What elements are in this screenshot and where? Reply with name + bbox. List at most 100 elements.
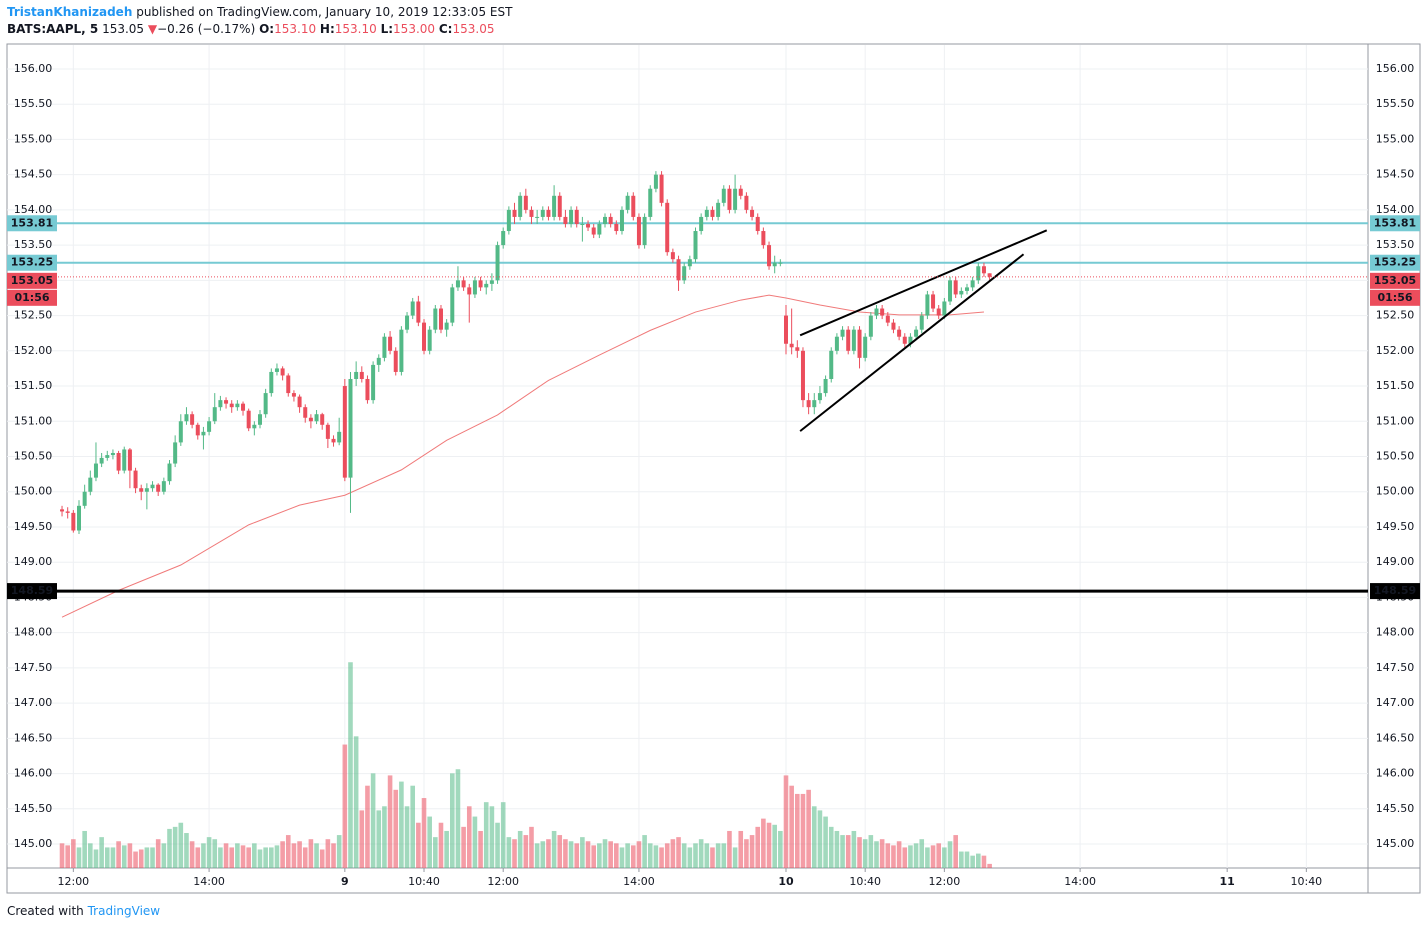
- candle-body: [710, 209, 715, 217]
- volume-bar: [879, 839, 885, 868]
- candle-body: [676, 259, 681, 281]
- volume-bar: [845, 835, 851, 868]
- candle-body: [359, 371, 364, 379]
- y-tick-label: 149.00: [1376, 555, 1415, 568]
- volume-bar: [393, 789, 399, 868]
- candle-body: [484, 283, 489, 288]
- candle-body: [422, 322, 427, 351]
- candle-body: [93, 463, 98, 478]
- y-tick-label: 146.50: [14, 731, 53, 744]
- volume-bar: [116, 841, 121, 868]
- volume-bar: [466, 806, 472, 868]
- candle-body: [959, 290, 964, 295]
- volume-bar: [551, 830, 557, 868]
- volume-bar: [382, 806, 387, 868]
- volume-bar: [834, 830, 840, 868]
- volume-bar: [591, 845, 596, 868]
- volume-bar: [687, 847, 693, 868]
- candle-body: [721, 188, 726, 203]
- candle-body: [625, 195, 630, 210]
- trendline: [799, 253, 1025, 432]
- candle-body: [173, 442, 178, 464]
- volume-bar: [410, 785, 416, 868]
- y-tick-label: 156.00: [14, 62, 53, 75]
- y-tick-label: 153.50: [14, 238, 53, 251]
- volume-bar: [297, 841, 302, 868]
- volume-bar: [840, 835, 845, 868]
- candle-body: [263, 393, 268, 415]
- volume-bar: [800, 793, 806, 868]
- candle-body: [834, 336, 839, 351]
- candle-body: [636, 216, 641, 246]
- volume-bar: [523, 835, 529, 868]
- candle-body: [552, 195, 557, 217]
- volume-bar: [280, 841, 285, 868]
- volume-bar: [783, 775, 789, 868]
- candle-body: [212, 407, 217, 422]
- candle-body: [857, 329, 862, 358]
- volume-bar: [534, 843, 540, 868]
- y-tick-label: 154.50: [1376, 168, 1415, 181]
- x-tick-label: 12:00: [929, 875, 961, 888]
- volume-bar: [99, 837, 104, 868]
- candle-body: [603, 216, 608, 224]
- level-label: 153.81: [11, 216, 53, 229]
- candle-body: [257, 414, 262, 425]
- candle-body: [608, 216, 613, 224]
- volume-bar: [970, 855, 975, 868]
- candle-body: [207, 421, 212, 432]
- candle-body: [699, 216, 704, 232]
- y-tick-label: 149.00: [14, 555, 53, 568]
- volume-bar: [676, 837, 681, 868]
- volume-bar: [727, 830, 732, 868]
- candle-body: [546, 209, 551, 217]
- volume-bar: [851, 830, 857, 868]
- candle-body: [795, 347, 800, 351]
- candle-body: [738, 188, 743, 196]
- last: 153.05: [102, 22, 145, 36]
- volume-bar: [529, 826, 534, 868]
- candle-body: [314, 414, 319, 422]
- volume-bar: [976, 853, 981, 868]
- x-tick-label: 9: [341, 875, 349, 888]
- volume-bar: [693, 843, 698, 868]
- volume-bar: [512, 839, 517, 868]
- header-line-2: BATS:AAPL, 5 153.05 ▼−0.26 (−0.17%) O:15…: [7, 21, 512, 38]
- countdown: 01:56: [14, 291, 49, 304]
- volume-bar: [981, 855, 987, 868]
- ohlc-value: 153.10: [274, 22, 317, 36]
- x-tick-label: 10:40: [408, 875, 440, 888]
- candle-body: [139, 488, 144, 492]
- ohlc-value: 153.10: [334, 22, 377, 36]
- y-tick-label: 149.50: [14, 520, 53, 533]
- level-label-box: [7, 583, 57, 600]
- author[interactable]: TristanKhanizadeh: [7, 5, 133, 19]
- candle-body: [416, 301, 421, 323]
- candle-body: [846, 329, 851, 351]
- plot-frame: [6, 43, 1421, 894]
- candle-body: [291, 393, 296, 397]
- y-tick-label: 151.00: [1376, 414, 1415, 427]
- candle-body: [427, 329, 432, 351]
- candle-body: [557, 195, 562, 217]
- volume-bar: [455, 769, 461, 868]
- candle-body: [133, 470, 138, 489]
- volume-bar: [319, 849, 325, 868]
- candle-body: [535, 216, 540, 218]
- candle-body: [642, 216, 647, 246]
- y-tick-label: 152.00: [14, 344, 53, 357]
- x-tick-label: 14:00: [623, 875, 655, 888]
- volume-bar: [930, 845, 936, 868]
- candle-body: [506, 209, 511, 232]
- candle-body: [880, 308, 885, 316]
- volume-bar: [348, 662, 353, 868]
- volume-bar: [444, 830, 449, 868]
- volume-bar: [942, 847, 947, 868]
- volume-bar: [133, 851, 138, 868]
- brand[interactable]: TradingView: [87, 904, 161, 918]
- volume-bar: [642, 835, 647, 868]
- volume-bar: [857, 837, 862, 868]
- candle-body: [778, 262, 783, 264]
- volume-bar: [664, 843, 670, 868]
- published: published on TradingView.com, January 10…: [136, 5, 513, 19]
